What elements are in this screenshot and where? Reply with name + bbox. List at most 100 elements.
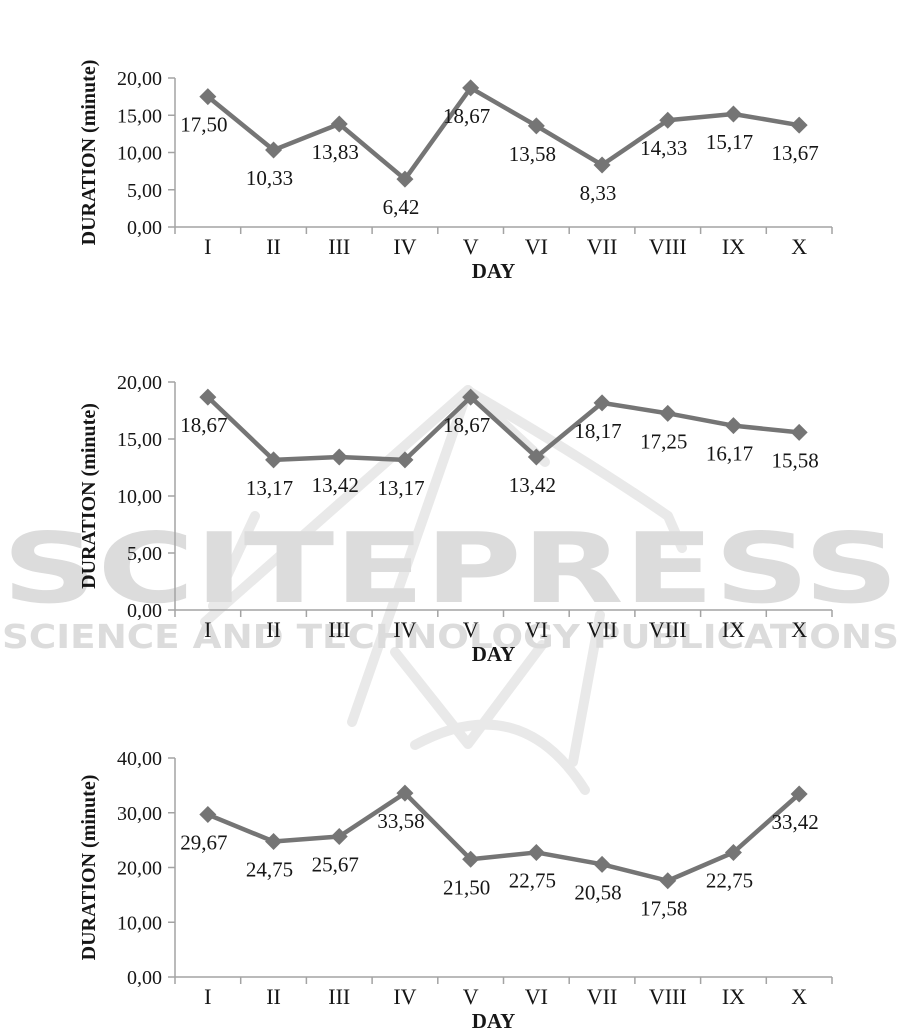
- x-tick-label: IX: [722, 234, 745, 259]
- duration-line-chart-3: 0,00 10,00 20,00 30,00 40,00 I II III IV V VI VII VI…: [0, 728, 901, 1033]
- data-point-label: 25,67: [312, 852, 359, 876]
- data-point-marker: [659, 404, 677, 422]
- data-point-label: 13,58: [509, 142, 556, 166]
- data-point-label: 10,33: [246, 166, 293, 190]
- y-tick-label: 0,00: [127, 967, 162, 989]
- swoosh-leaf-left-edge: [347, 385, 473, 727]
- data-point-marker: [527, 117, 545, 135]
- data-point-label: 18,67: [443, 413, 490, 437]
- data-point-marker: [265, 451, 283, 469]
- data-point-marker: [527, 843, 545, 861]
- x-tick-label: II: [266, 617, 281, 642]
- data-point-marker: [396, 170, 414, 188]
- data-point-marker: [330, 115, 348, 133]
- x-tick-label: VII: [587, 984, 618, 1009]
- x-tick-label: V: [463, 234, 479, 259]
- x-tick-label: V: [463, 984, 479, 1009]
- data-point-label: 17,25: [640, 429, 687, 453]
- data-point-label: 18,67: [443, 104, 490, 128]
- y-tick-label: 40,00: [117, 748, 162, 770]
- y-tick-label: 10,00: [117, 486, 162, 508]
- data-point-label: 18,67: [180, 413, 227, 437]
- y-tick-label: 30,00: [117, 803, 162, 825]
- y-axis-title: DURATION (minute): [78, 403, 100, 589]
- y-axis-title: DURATION (minute): [78, 60, 100, 246]
- data-point-label: 6,42: [383, 195, 420, 219]
- y-axis-title: DURATION (minute): [78, 775, 100, 961]
- x-tick-label: II: [266, 234, 281, 259]
- y-tick-label: 15,00: [117, 105, 162, 127]
- y-tick-label: 0,00: [127, 600, 162, 622]
- x-tick-label: VI: [525, 617, 548, 642]
- series-line: [205, 790, 802, 883]
- data-point-marker: [790, 785, 808, 803]
- x-tick-label: III: [328, 234, 350, 259]
- y-tick-label: 0,00: [127, 217, 162, 239]
- data-point-marker: [265, 141, 283, 159]
- data-point-marker: [659, 872, 677, 890]
- data-point-label: 24,75: [246, 857, 293, 881]
- data-point-marker: [330, 448, 348, 466]
- y-tick-label: 20,00: [117, 68, 162, 90]
- data-point-marker: [199, 806, 217, 824]
- x-tick-label: VIII: [649, 234, 687, 259]
- x-tick-label: I: [204, 234, 211, 259]
- data-point-label: 22,75: [706, 868, 753, 892]
- x-tick-label: IX: [722, 984, 745, 1009]
- data-point-marker: [199, 88, 217, 106]
- y-tick-label: 10,00: [117, 143, 162, 165]
- swoosh-curve-bottom: [410, 719, 590, 795]
- y-tick-label: 10,00: [117, 912, 162, 934]
- data-point-label: 20,58: [574, 880, 621, 904]
- data-point-label: 33,42: [772, 810, 819, 834]
- data-point-marker: [790, 423, 808, 441]
- data-point-marker: [527, 448, 545, 466]
- data-point-label: 15,58: [772, 448, 819, 472]
- x-tick-label: IV: [393, 984, 416, 1009]
- data-point-label: 16,17: [706, 442, 753, 466]
- data-point-label: 13,17: [377, 476, 424, 500]
- x-tick-label: II: [266, 984, 281, 1009]
- duration-line-chart-2: 0,00 5,00 10,00 15,00 20,00 I II III IV V VI VII VII…: [0, 360, 901, 675]
- data-point-marker: [593, 855, 611, 873]
- data-point-marker: [790, 116, 808, 134]
- data-point-label: 17,50: [180, 113, 227, 137]
- series-line: [205, 394, 802, 463]
- logo-swoosh-graphic: [200, 385, 687, 795]
- x-tick-label: VII: [587, 617, 618, 642]
- data-point-label: 13,67: [772, 141, 819, 165]
- data-point-marker: [593, 156, 611, 174]
- x-tick-label: I: [204, 617, 211, 642]
- x-tick-label: X: [791, 617, 807, 642]
- x-tick-label: VIII: [649, 984, 687, 1009]
- data-point-marker: [462, 850, 480, 868]
- data-point-marker: [659, 111, 677, 129]
- x-tick-label: IV: [393, 234, 416, 259]
- data-point-label: 18,17: [574, 419, 621, 443]
- data-point-label: 13,42: [312, 473, 359, 497]
- y-tick-label: 5,00: [127, 180, 162, 202]
- data-point-marker: [265, 832, 283, 850]
- data-point-marker: [462, 79, 480, 97]
- y-tick-label: 5,00: [127, 543, 162, 565]
- data-point-label: 22,75: [509, 868, 556, 892]
- scitepress-wordmark: SCITEPRESS: [2, 512, 899, 625]
- data-point-label: 33,58: [377, 809, 424, 833]
- x-tick-label: X: [791, 234, 807, 259]
- swoosh-v-shape: [390, 640, 547, 749]
- data-point-label: 13,17: [246, 476, 293, 500]
- swoosh-slash-left: [208, 511, 260, 611]
- data-point-marker: [396, 451, 414, 469]
- data-point-marker: [330, 827, 348, 845]
- data-point-marker: [462, 388, 480, 406]
- data-point-marker: [724, 105, 742, 123]
- y-tick-label: 20,00: [117, 858, 162, 880]
- data-point-label: 13,42: [509, 473, 556, 497]
- y-tick-label: 15,00: [117, 429, 162, 451]
- data-point-label: 13,83: [312, 140, 359, 164]
- scitepress-tagline: SCIENCE AND TECHNOLOGY PUBLICATIONS: [2, 617, 899, 656]
- x-axis-title: DAY: [472, 259, 516, 283]
